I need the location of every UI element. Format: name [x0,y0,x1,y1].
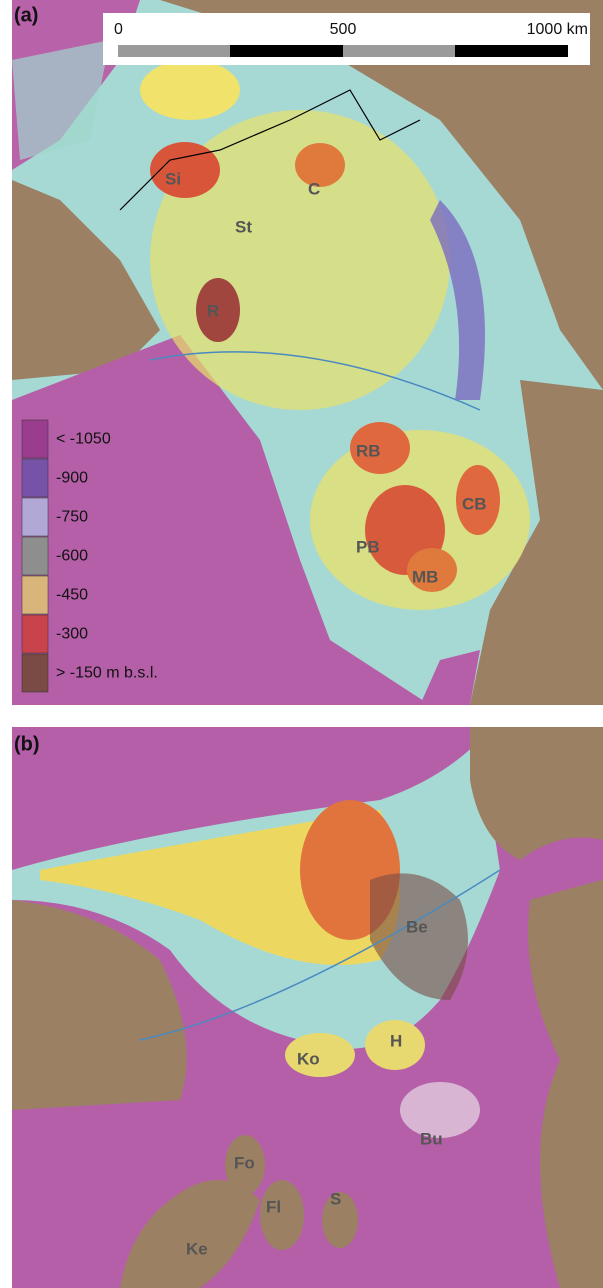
panel-label: (a) [14,4,38,26]
region-label: Ko [297,1049,320,1068]
region-label: Si [165,169,181,188]
region-label: Ke [186,1239,208,1258]
legend-label: < -1050 [56,431,111,448]
map-a [12,0,603,705]
legend-label: -600 [56,548,88,565]
legend-label: > -150 m b.s.l. [56,665,158,682]
region-label: RB [356,441,381,460]
region-label: H [390,1031,402,1050]
legend-label: -900 [56,470,88,487]
region-label: PB [356,537,380,556]
legend-swatch [21,575,49,615]
legend-swatch [21,614,49,654]
legend-swatch [21,536,49,576]
legend-swatch [21,419,49,459]
legend-swatch [21,653,49,693]
scale-label: 1000 km [527,21,588,38]
region-label: CB [462,494,487,513]
scale-label: 0 [114,21,123,38]
region-label: MB [412,567,438,586]
region-label: R [207,301,219,320]
region-label: Fl [266,1197,281,1216]
region-label: Fo [234,1153,255,1172]
region-label: St [235,217,252,236]
legend-label: -300 [56,626,88,643]
panel-label: (b) [14,733,40,755]
region-label: S [330,1189,341,1208]
map-b [12,727,603,1288]
region-label: Bu [420,1129,443,1148]
legend-label: -450 [56,587,88,604]
legend-label: -750 [56,509,88,526]
region-label: C [308,179,320,198]
legend-swatch [21,497,49,537]
region-label: Be [406,917,428,936]
scale-label: 500 [330,21,357,38]
legend-swatch [21,458,49,498]
